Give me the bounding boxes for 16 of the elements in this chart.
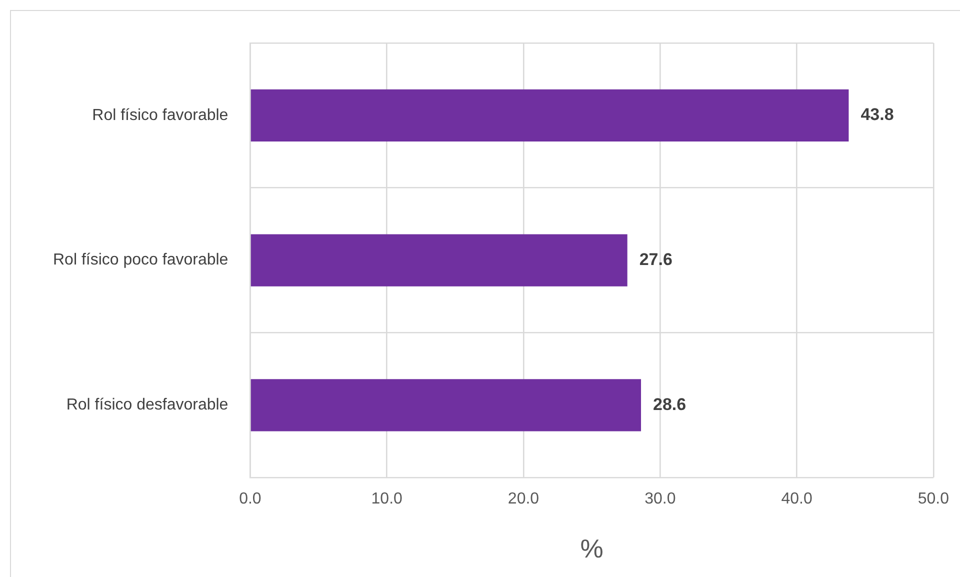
y-tick-label: Rol físico favorable [92, 106, 228, 124]
x-tick-label: 0.0 [239, 490, 262, 508]
x-tick-label: 30.0 [644, 490, 676, 508]
y-tick-label: Rol físico poco favorable [53, 252, 228, 269]
x-tick-label: 10.0 [371, 490, 403, 508]
x-tick-label: 20.0 [508, 490, 540, 508]
data-label: 43.8 [860, 105, 894, 124]
bar [250, 89, 849, 142]
data-label: 28.6 [653, 394, 686, 414]
x-axis-title: % [580, 534, 604, 564]
y-tick-label: Rol físico desfavorable [66, 396, 228, 414]
bar [250, 379, 642, 432]
x-tick-label: 40.0 [781, 490, 812, 508]
x-tick-label: 50.0 [918, 490, 950, 508]
data-label: 27.6 [639, 250, 672, 269]
bar [250, 234, 628, 286]
